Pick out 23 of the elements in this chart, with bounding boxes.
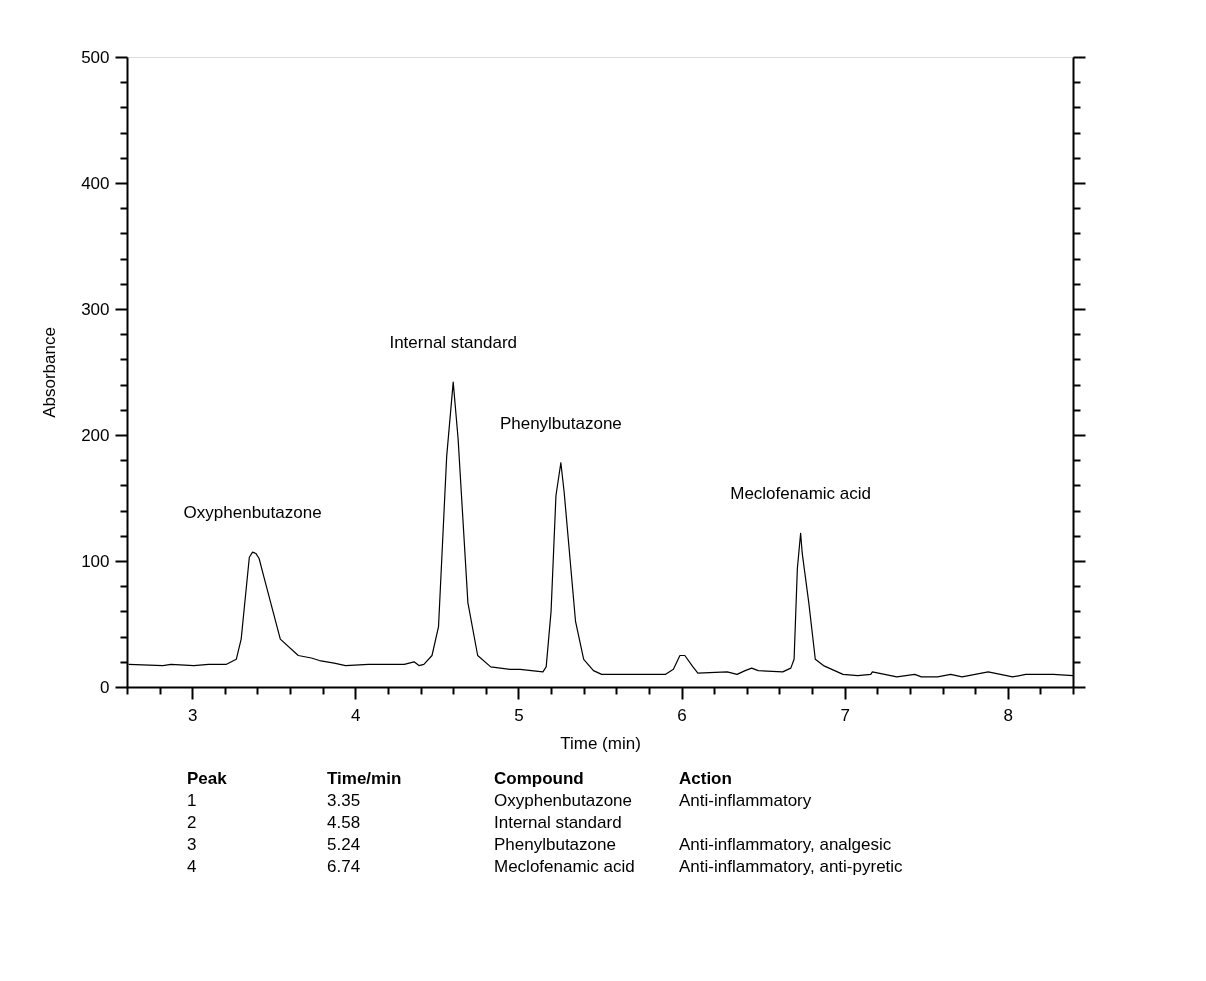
annotation: Oxyphenbutazone bbox=[183, 503, 322, 523]
x-tick-label: 3 bbox=[188, 705, 198, 725]
x-tick-label: 7 bbox=[840, 705, 850, 725]
y-tick-label: 0 bbox=[100, 677, 110, 697]
text: Peak Time/min Compound Action bbox=[187, 769, 732, 788]
x-tick-label: 8 bbox=[1003, 705, 1013, 725]
x-tick-label: 6 bbox=[677, 705, 687, 725]
y-axis-title: Absorbance bbox=[40, 327, 60, 418]
text: 4 6.74 Meclofenamic acid Anti-inflammatory, anti-pyretic bbox=[187, 857, 903, 876]
y-tick-label: 100 bbox=[81, 551, 110, 571]
annotation: Internal standard bbox=[389, 333, 517, 353]
x-tick-label: 4 bbox=[351, 705, 361, 725]
text: 2 4.58 Internal standard bbox=[187, 813, 622, 832]
y-tick-label: 200 bbox=[81, 425, 110, 445]
annotation: Meclofenamic acid bbox=[730, 484, 872, 504]
text: 3 5.24 Phenylbutazone Anti-inflammatory, analgesic bbox=[187, 835, 892, 854]
y-tick-label: 300 bbox=[81, 299, 110, 319]
text: 1 3.35 Oxyphenbutazone Anti-inflammatory bbox=[187, 791, 812, 810]
x-tick-label: 5 bbox=[514, 705, 524, 725]
annotation: Phenylbutazone bbox=[499, 413, 622, 433]
y-tick-label: 400 bbox=[81, 173, 110, 193]
x-axis-title: Time (min) bbox=[560, 733, 641, 753]
y-tick-label: 500 bbox=[81, 47, 110, 67]
